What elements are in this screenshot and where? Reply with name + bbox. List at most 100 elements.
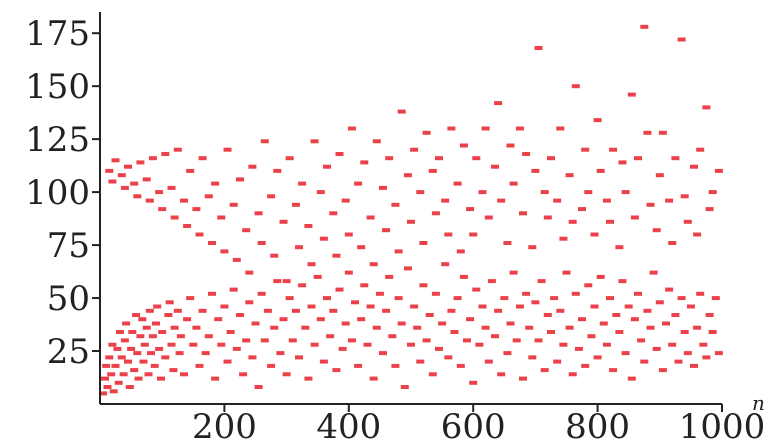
data-point [242,338,251,343]
data-point [307,262,316,267]
data-point [699,342,708,347]
data-point [680,194,689,199]
data-point [484,359,493,364]
data-point [500,296,509,301]
data-point [270,325,279,330]
data-point [453,296,462,301]
data-point [332,253,341,258]
data-point [208,291,216,296]
data-point [596,168,605,173]
data-point [102,363,111,368]
data-point [201,351,210,356]
data-point [553,198,562,203]
data-point [198,308,207,313]
data-point [522,152,531,156]
data-point [584,190,593,195]
data-point [236,313,244,317]
data-point [164,313,173,317]
data-point [279,219,288,224]
data-point [640,359,649,364]
data-point [385,156,394,161]
data-point [534,46,543,50]
data-point [217,342,226,347]
data-point [547,156,555,161]
data-point [590,232,599,237]
data-point [441,262,450,267]
data-point [559,236,568,241]
data-point [379,351,387,356]
data-point [634,156,642,161]
data-point [655,173,664,178]
data-point [388,334,397,339]
data-point [239,372,248,377]
data-point [705,313,714,317]
data-point [447,308,456,313]
data-point [195,363,204,368]
data-point [494,101,503,106]
data-point [105,355,114,360]
data-point [111,363,120,368]
data-point [304,224,313,228]
data-point [329,308,338,313]
data-point [435,346,443,351]
data-point [568,372,577,377]
data-point [363,342,372,347]
y-tick-label: 150 [25,67,90,107]
data-point [422,130,431,135]
data-point [705,207,714,212]
data-point [646,325,655,330]
data-point [606,296,614,301]
y-axis-ticks: 25 50 75 100 125 150 175 [25,14,100,372]
data-point [366,304,375,309]
data-point [665,198,674,203]
data-point [584,283,593,288]
data-point [170,325,179,330]
data-point [186,296,195,301]
data-point [407,219,415,224]
data-point [267,363,276,368]
data-point [680,330,689,334]
data-point [316,317,325,322]
data-point [257,241,266,245]
data-point [335,287,344,292]
data-point [357,317,366,322]
data-point [273,279,282,284]
data-point [117,355,126,360]
data-point [173,147,182,152]
data-point [291,308,300,313]
data-point [351,300,359,305]
data-point [472,156,481,161]
data-point [133,351,142,356]
data-point [708,190,717,195]
data-point [543,313,552,317]
data-point [587,334,596,339]
data-point [124,164,132,169]
data-point [621,190,630,195]
data-point [260,338,269,343]
data-point [101,376,109,381]
data-point [515,126,524,131]
data-point [338,346,347,351]
data-point [407,342,415,347]
data-point [111,158,120,163]
data-point [347,126,356,131]
data-point [285,156,294,161]
data-point [153,304,162,309]
data-point [491,164,499,169]
data-point [204,194,213,199]
data-point [117,173,126,178]
data-point [316,190,325,195]
data-point [435,156,443,161]
data-point [347,338,356,343]
data-point [313,274,322,279]
data-point [341,198,350,203]
data-point [158,207,167,212]
data-point [668,241,677,245]
data-point [419,241,428,245]
data-point [357,245,366,250]
data-point [152,321,160,326]
data-point [295,245,303,250]
data-point [562,270,571,275]
data-point [634,291,642,296]
data-point [254,385,263,389]
